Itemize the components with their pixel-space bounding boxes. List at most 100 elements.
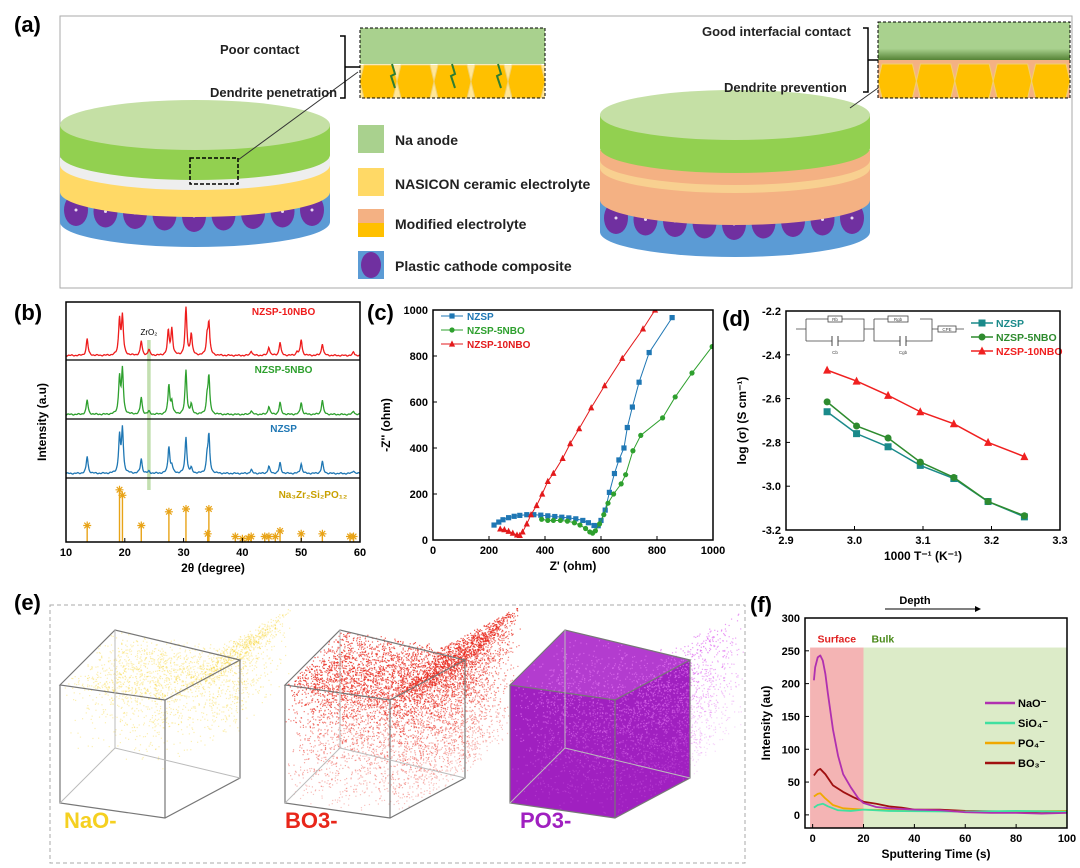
ion-point	[268, 627, 270, 629]
ion-point	[383, 741, 385, 743]
ion-point	[188, 716, 190, 718]
ion-point	[199, 681, 202, 683]
ion-point	[371, 718, 373, 720]
ion-point	[184, 695, 186, 697]
ion-point	[363, 701, 365, 703]
ion-point	[472, 710, 474, 712]
ion-point	[194, 705, 196, 708]
ion-point	[166, 661, 168, 663]
ion-point	[407, 670, 409, 672]
ion-point	[378, 767, 380, 769]
ion-point	[500, 619, 502, 621]
ion-point	[247, 653, 249, 655]
ion-point	[397, 723, 399, 725]
ion-point	[394, 670, 396, 672]
ion-point	[135, 668, 137, 670]
ion-point	[127, 681, 130, 684]
ion-point	[365, 708, 367, 711]
ion-point	[134, 655, 137, 658]
ion-point	[125, 660, 127, 662]
ion-point	[475, 664, 477, 666]
ion-point	[336, 691, 338, 693]
ion-point	[436, 695, 438, 697]
ion-point	[258, 630, 260, 632]
ion-point	[141, 699, 143, 701]
ion-point	[434, 756, 436, 758]
ion-point	[393, 699, 395, 701]
ion-point	[164, 651, 166, 654]
ion-point	[224, 671, 226, 673]
ion-point	[212, 719, 214, 721]
marker-triangle	[949, 419, 958, 428]
ion-point	[448, 673, 450, 675]
ion-point	[76, 684, 78, 686]
ion-point	[403, 690, 405, 693]
ion-point	[372, 674, 374, 676]
ion-point	[384, 700, 386, 702]
ion-point	[146, 653, 149, 655]
ion-point	[87, 665, 89, 667]
ion-point	[187, 683, 189, 685]
ion-point	[344, 724, 346, 726]
ion-point	[457, 671, 459, 673]
ion-point	[246, 639, 248, 641]
ion-point	[210, 668, 212, 670]
ion-point	[449, 722, 451, 724]
ion-point	[278, 686, 280, 688]
ion-point	[199, 654, 201, 656]
ion-point	[182, 668, 184, 670]
ion-point	[244, 641, 246, 643]
marker-circle	[597, 521, 603, 527]
ion-point	[241, 692, 243, 695]
ion-point	[178, 665, 181, 668]
ion-point	[449, 742, 451, 745]
ion-point	[235, 693, 237, 695]
ion-point	[483, 655, 485, 657]
ion-point	[174, 698, 176, 700]
ion-point	[423, 793, 425, 795]
ion-point	[345, 787, 347, 790]
ion-point	[404, 745, 406, 747]
ion-point	[303, 762, 306, 764]
ion-point	[155, 748, 157, 750]
ion-point	[346, 731, 349, 733]
ion-point	[77, 681, 80, 683]
ion-point	[203, 665, 205, 667]
ion-point	[281, 623, 284, 625]
ion-point	[162, 714, 165, 716]
ion-point	[450, 735, 452, 737]
ion-point	[474, 633, 476, 635]
ion-point	[462, 655, 465, 657]
ion-point	[203, 706, 205, 708]
ion-point	[462, 662, 464, 664]
ion-point	[173, 656, 175, 658]
ion-point	[430, 684, 433, 686]
ion-point	[217, 657, 220, 659]
ion-point	[125, 690, 127, 692]
ion-point	[399, 667, 401, 669]
ion-point	[423, 768, 425, 770]
ion-point	[257, 680, 259, 682]
ion-point	[119, 720, 121, 722]
ion-point	[494, 632, 497, 634]
ion-point	[307, 758, 310, 760]
ion-point	[158, 662, 160, 664]
ion-point	[425, 746, 427, 748]
ion-point	[401, 684, 403, 686]
ion-point	[366, 788, 368, 790]
ion-point	[200, 677, 202, 679]
ion-point	[223, 684, 225, 686]
ion-point	[340, 632, 342, 634]
ion-point	[223, 659, 225, 661]
ion-point	[197, 686, 199, 688]
ion-point	[468, 686, 470, 689]
ion-point	[215, 716, 218, 718]
ion-point	[192, 676, 194, 679]
ion-point	[121, 642, 123, 644]
ion-point	[429, 647, 431, 649]
ion-point	[424, 684, 426, 686]
ion-point	[449, 732, 451, 734]
ion-point	[339, 800, 341, 802]
ion-point	[327, 733, 329, 736]
ion-point	[144, 687, 146, 689]
